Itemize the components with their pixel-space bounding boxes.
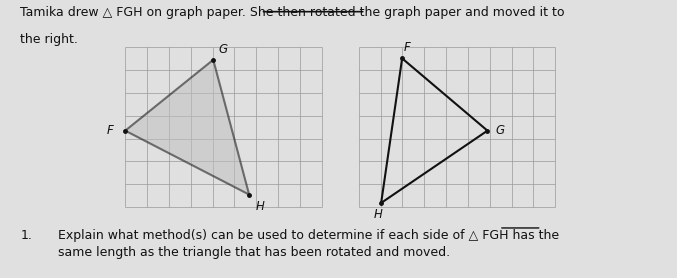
Text: G: G xyxy=(496,124,504,137)
Polygon shape xyxy=(125,60,249,195)
Text: Explain what method(s) can be used to determine if each side of △ FGH has the
sa: Explain what method(s) can be used to de… xyxy=(58,229,559,259)
Text: F: F xyxy=(404,41,411,54)
Text: F: F xyxy=(106,124,113,137)
Text: the right.: the right. xyxy=(20,33,78,46)
Text: H: H xyxy=(373,208,383,221)
Text: G: G xyxy=(219,43,227,56)
Text: Tamika drew △ FGH on graph paper. She then rotated the graph paper and moved it : Tamika drew △ FGH on graph paper. She th… xyxy=(20,6,565,19)
Text: 1.: 1. xyxy=(20,229,32,242)
Text: H: H xyxy=(256,200,265,213)
